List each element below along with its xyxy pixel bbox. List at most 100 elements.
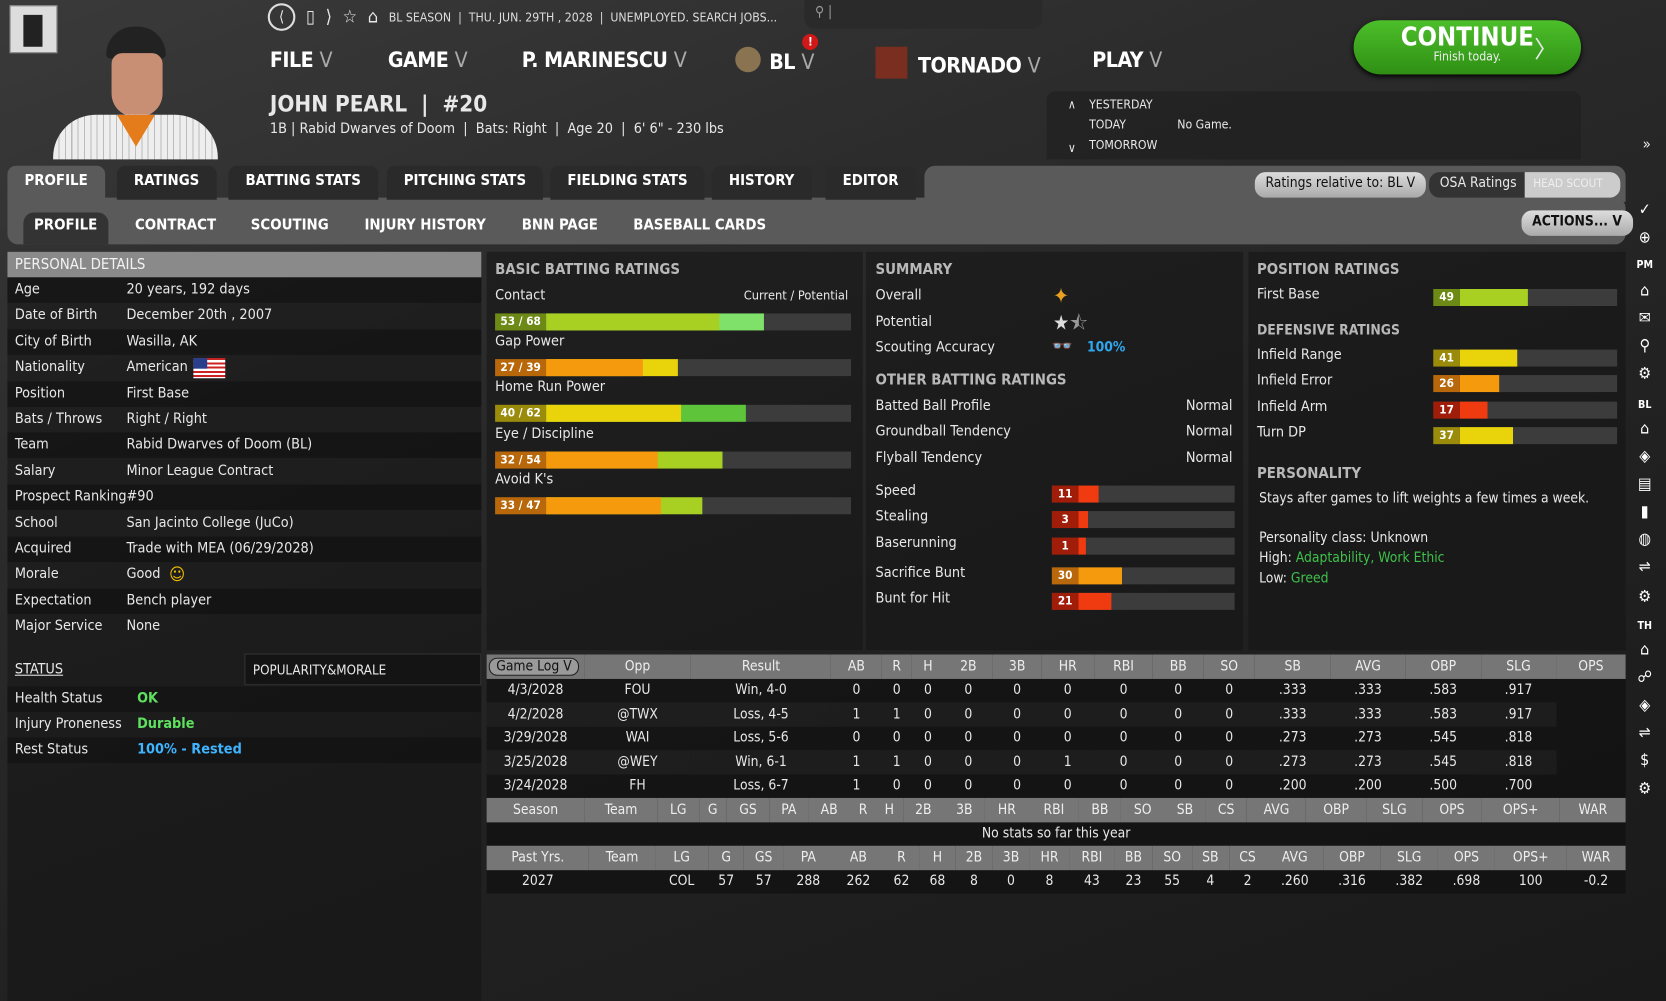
column-header[interactable]: Team xyxy=(589,845,656,870)
settings-icon[interactable]: ⚙ xyxy=(1638,363,1652,383)
game-log-row[interactable]: 3/25/2028 @WEY Win, 6-1 1 1 0 0 0 1 0 0 0 .273 .273 .5… xyxy=(486,750,1626,775)
column-header[interactable]: OPS+ xyxy=(1495,845,1567,870)
column-header[interactable]: 2B xyxy=(943,654,993,679)
osa-ratings-toggle[interactable]: OSA Ratings xyxy=(1429,172,1528,198)
column-header[interactable]: WAR xyxy=(1560,797,1626,822)
column-header[interactable]: OPS xyxy=(1437,845,1496,870)
column-header[interactable]: HR xyxy=(1041,654,1094,679)
bookmark-icon[interactable]: ▯ xyxy=(306,6,315,28)
detail-value[interactable]: Rabid Dwarves of Doom (BL) xyxy=(126,436,313,454)
column-header[interactable]: Opp xyxy=(584,654,691,679)
popularity-morale-tab[interactable]: POPULARITY&MORALE xyxy=(244,653,482,686)
up-icon[interactable]: ∧ xyxy=(1067,96,1076,112)
column-header[interactable]: WAR xyxy=(1566,845,1626,870)
subtab-contract[interactable]: CONTRACT xyxy=(134,216,217,234)
settings-icon[interactable]: ⚙ xyxy=(1638,778,1652,798)
column-header[interactable]: SLG xyxy=(1380,845,1438,870)
location-icon[interactable]: ◈ xyxy=(1639,446,1651,466)
check-icon[interactable]: ✓ xyxy=(1638,199,1651,219)
game-log-row[interactable]: 4/2/2028 @TWX Loss, 4-5 1 1 0 0 0 0 0 0 0 .333 .333 .5… xyxy=(486,702,1626,727)
subtab-bnn-page[interactable]: BNN PAGE xyxy=(521,216,598,234)
menu-team[interactable]: TORNADO V xyxy=(875,46,1041,79)
tab-editor[interactable]: EDITOR xyxy=(825,165,916,200)
column-header[interactable]: OPS+ xyxy=(1481,797,1561,822)
column-header[interactable]: SO xyxy=(1120,797,1165,822)
baseball-icon[interactable]: ◍ xyxy=(1638,529,1652,549)
expand-sidebar-icon[interactable]: » xyxy=(1642,136,1651,153)
column-header[interactable]: G xyxy=(698,797,727,822)
column-header[interactable]: H xyxy=(875,797,903,822)
tab-ratings[interactable]: RATINGS xyxy=(116,165,217,200)
game-log-dropdown[interactable]: Game Log V xyxy=(486,654,585,679)
column-header[interactable]: OPS xyxy=(1422,797,1482,822)
tab-history[interactable]: HISTORY xyxy=(711,165,812,200)
tab-profile[interactable]: PROFILE xyxy=(7,165,105,202)
column-header[interactable]: OBP xyxy=(1323,845,1381,870)
column-header[interactable]: R xyxy=(850,797,876,822)
menu-play[interactable]: PLAY V xyxy=(1092,46,1162,73)
menu-league[interactable]: BL V! xyxy=(735,34,819,74)
column-header[interactable]: AB xyxy=(808,797,851,822)
continue-button[interactable]: CONTINUE Finish today. 〉 xyxy=(1353,20,1581,75)
head-scout-toggle[interactable]: HEAD SCOUT xyxy=(1524,172,1621,198)
column-header[interactable]: OBP xyxy=(1306,797,1366,822)
mail-icon[interactable]: ✉ xyxy=(1638,308,1651,328)
column-header[interactable]: HR xyxy=(984,797,1029,822)
chart-icon[interactable]: ▮ xyxy=(1640,501,1649,521)
column-header[interactable]: RBI xyxy=(1093,654,1154,679)
column-header[interactable]: LG xyxy=(655,845,709,870)
home-icon[interactable]: ⌂ xyxy=(367,6,379,28)
column-header[interactable]: BB xyxy=(1078,797,1121,822)
column-header[interactable]: R xyxy=(881,654,912,679)
home-icon[interactable]: ⌂ xyxy=(1640,280,1650,300)
subtab-scouting[interactable]: SCOUTING xyxy=(250,216,329,234)
column-header[interactable]: RBI xyxy=(1028,797,1079,822)
ratings-relative-dropdown[interactable]: Ratings relative to: BL V xyxy=(1254,172,1426,198)
column-header[interactable]: SO xyxy=(1203,654,1256,679)
settings-icon[interactable]: ⚙ xyxy=(1638,586,1652,606)
column-header[interactable]: SB xyxy=(1164,797,1206,822)
star-icon[interactable]: ☆ xyxy=(342,6,358,28)
column-header[interactable]: HR xyxy=(1029,845,1070,870)
subtab-profile[interactable]: PROFILE xyxy=(23,212,108,245)
column-header[interactable]: AVG xyxy=(1266,845,1324,870)
column-header[interactable]: SO xyxy=(1152,845,1192,870)
trade-icon[interactable]: ⇌ xyxy=(1638,556,1651,576)
trade-icon[interactable]: ⇌ xyxy=(1638,722,1651,742)
actions-button[interactable]: ACTIONS... V xyxy=(1521,210,1633,236)
column-header[interactable]: 2B xyxy=(955,845,993,870)
column-header[interactable]: 3B xyxy=(992,654,1042,679)
column-header[interactable]: GS xyxy=(726,797,770,822)
column-header[interactable]: LG xyxy=(657,797,699,822)
search-icon[interactable]: ⚲ xyxy=(1639,335,1650,355)
column-header[interactable]: SLG xyxy=(1365,797,1423,822)
tab-fielding-stats[interactable]: FIELDING STATS xyxy=(550,165,705,200)
game-log-row[interactable]: 3/29/2028 WAI Loss, 5-6 0 0 0 0 0 0 0 0 0 .273 .273 .5… xyxy=(487,726,1626,750)
column-header[interactable]: Past Yrs. xyxy=(486,845,590,870)
column-header[interactable]: Team xyxy=(584,797,658,822)
roster-icon[interactable]: ☍ xyxy=(1637,667,1653,687)
column-header[interactable]: BB xyxy=(1153,654,1204,679)
column-header[interactable]: H xyxy=(919,845,956,870)
column-header[interactable]: H xyxy=(911,654,944,679)
column-header[interactable]: R xyxy=(883,845,920,870)
game-log-row[interactable]: 4/3/2028 FOU Win, 4-0 0 0 0 0 0 0 0 0 0 .333 .333 .583… xyxy=(487,678,1626,702)
forward-icon[interactable]: ⟩ xyxy=(325,6,332,28)
news-icon[interactable]: ▤ xyxy=(1637,473,1652,493)
column-header[interactable]: 3B xyxy=(943,797,985,822)
game-logo[interactable] xyxy=(9,5,58,54)
column-header[interactable]: RBI xyxy=(1069,845,1115,870)
tab-pitching-stats[interactable]: PITCHING STATS xyxy=(386,165,544,200)
game-log-row[interactable]: 3/24/2028 FH Loss, 6-7 1 0 0 0 0 0 0 0 0 .200 .200 .50… xyxy=(487,774,1626,798)
status-header[interactable]: STATUS xyxy=(14,660,64,678)
column-header[interactable]: AVG xyxy=(1330,654,1406,679)
column-header[interactable]: PA xyxy=(769,797,809,822)
column-header[interactable]: AB xyxy=(833,845,884,870)
column-header[interactable]: BB xyxy=(1114,845,1153,870)
menu-file[interactable]: FILE V xyxy=(269,46,333,73)
column-header[interactable]: 3B xyxy=(992,845,1030,870)
column-header[interactable]: AB xyxy=(831,654,882,679)
column-header[interactable]: GS xyxy=(744,845,784,870)
column-header[interactable]: G xyxy=(708,845,745,870)
column-header[interactable]: OPS xyxy=(1556,654,1626,679)
